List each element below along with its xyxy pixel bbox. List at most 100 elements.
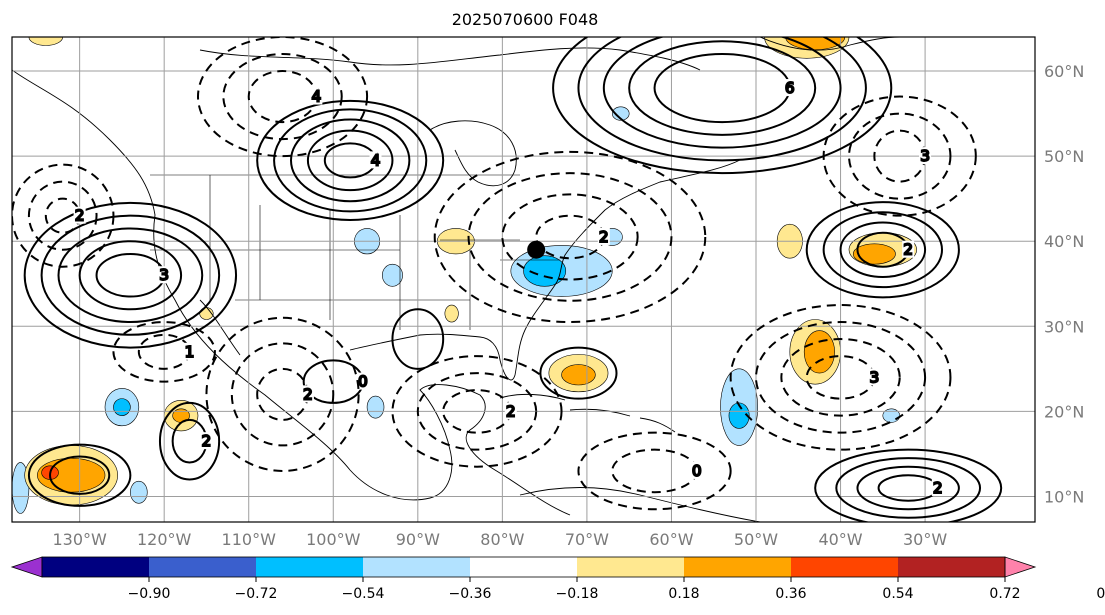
positive-contour	[40, 214, 221, 336]
longitude-label: 60°W	[649, 530, 693, 549]
caribbean-islands	[499, 393, 676, 433]
contour-label: 2	[903, 241, 913, 259]
shaded-region	[382, 263, 403, 287]
latitude-label: 50°N	[1044, 147, 1084, 166]
negative-contour	[577, 431, 732, 511]
contour-label-bg	[369, 151, 382, 169]
longitude-labels: 130°W 120°W 110°W 100°W 90°W 80°W 70°W 60°W 50°W…	[52, 530, 947, 549]
contour-label: 3	[870, 368, 880, 386]
colorbar-extend-max	[1004, 556, 1037, 578]
positive-contour	[628, 40, 817, 136]
contour-label: 3	[159, 266, 169, 284]
positive-contour	[78, 240, 183, 311]
negative-contour	[729, 304, 952, 451]
positive-contour	[27, 443, 132, 507]
contour-label: 2	[303, 385, 313, 403]
map-frame	[11, 36, 1036, 523]
contour-label-bg	[902, 240, 915, 258]
colorbar-segment	[470, 557, 577, 577]
contour-label-bg	[200, 432, 213, 450]
us-gulf-coast	[349, 159, 741, 381]
greenland-coast	[759, 37, 901, 51]
longitude-label: 40°W	[818, 530, 862, 549]
negative-contour	[822, 95, 977, 217]
positive-contour	[23, 201, 238, 349]
contour-label: 3	[920, 147, 930, 165]
longitude-label: 70°W	[565, 530, 609, 549]
shaded-region	[523, 255, 567, 287]
colorbar-segment	[42, 557, 149, 577]
latitude-label: 20°N	[1044, 402, 1084, 421]
colorbar-segment	[791, 557, 898, 577]
shaded-region	[803, 330, 835, 374]
shaded-region	[561, 364, 596, 386]
negative-contour	[391, 355, 563, 468]
colorbar-segment	[363, 557, 470, 577]
negative-contour	[467, 172, 673, 302]
colorbar-extend-min	[10, 556, 43, 578]
longitude-label: 90°W	[396, 530, 440, 549]
shaded-region	[113, 398, 131, 416]
shaded-region	[130, 480, 148, 504]
positive-contour	[49, 455, 111, 495]
contour-label-bg	[356, 372, 369, 390]
shaded-region	[852, 243, 896, 265]
colorbar-tick-label: −0.18	[556, 586, 599, 602]
positive-contour	[290, 118, 411, 203]
colorbar-tick-label: −0.72	[235, 586, 278, 602]
negative-contour	[780, 338, 901, 417]
colorbar-tick-label: 0.18	[668, 586, 699, 602]
negative-contour	[112, 321, 216, 383]
center-point-marker	[527, 240, 546, 259]
positive-contour	[577, 37, 867, 162]
longitude-label: 110°W	[222, 530, 277, 549]
longitude-label: 50°W	[734, 530, 778, 549]
negative-contour	[755, 321, 927, 434]
positive-contour	[57, 227, 204, 324]
positive-contour	[552, 37, 893, 175]
positive-contour	[856, 465, 960, 511]
contour-label-bg	[310, 87, 323, 105]
contour-label: 2	[599, 228, 609, 246]
colorbar-tick-label: 0.54	[882, 586, 913, 602]
contour-label-bg	[597, 227, 610, 245]
contour-label-bg	[919, 147, 932, 165]
colorbar-tick-label: 0.36	[775, 586, 806, 602]
contour-label: 4	[371, 151, 381, 169]
latitude-label: 10°N	[1044, 487, 1084, 506]
positive-contour	[814, 448, 1003, 522]
contour-label: 0	[358, 373, 368, 391]
latitude-label: 60°N	[1044, 62, 1084, 81]
positive-contour	[391, 308, 445, 370]
latitude-label: 40°N	[1044, 232, 1084, 251]
longitude-label: 80°W	[480, 530, 524, 549]
colorbar-tick-label: −0.90	[128, 586, 171, 602]
contour-label-bg	[73, 206, 86, 224]
negative-contour	[12, 163, 115, 268]
contour-label-bg	[183, 342, 196, 360]
contour-label-bg	[868, 368, 881, 386]
shaded-region	[366, 395, 385, 419]
positive-contour	[539, 346, 618, 400]
contour-label-bg	[931, 478, 944, 496]
colorbar-segment	[256, 557, 363, 577]
positive-contour	[835, 457, 982, 519]
latitude-label: 30°N	[1044, 317, 1084, 336]
baja-california	[199, 299, 241, 356]
negative-contour	[848, 112, 952, 200]
shaded-region	[728, 402, 750, 429]
contour-label: 2	[202, 432, 212, 450]
contour-label: 2	[75, 207, 85, 225]
contour-label: 4	[312, 88, 322, 106]
colorbar-segment	[149, 557, 256, 577]
colorbar-tick-label: −0.54	[342, 586, 385, 602]
shaded-region	[444, 304, 459, 323]
canada-arctic-coast	[199, 47, 701, 71]
longitude-label: 130°W	[52, 530, 107, 549]
contour-label: 0	[692, 462, 702, 480]
contour-label-bg	[158, 266, 171, 284]
contour-label-bg	[783, 79, 796, 97]
colorbar-tick-label: 0.90	[1096, 586, 1105, 602]
negative-contour	[205, 316, 360, 472]
